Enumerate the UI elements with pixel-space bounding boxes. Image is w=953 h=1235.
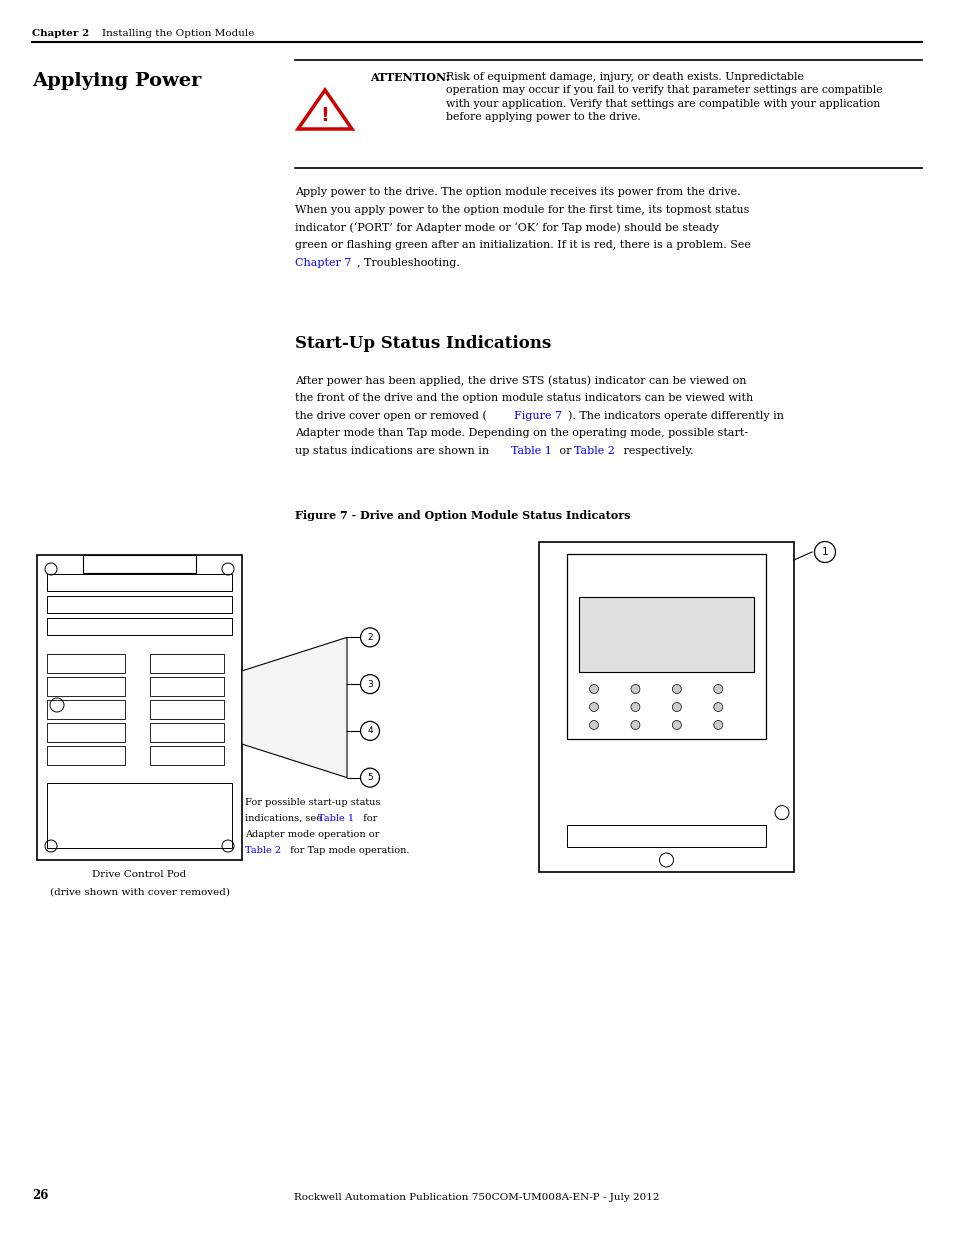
Text: After power has been applied, the drive STS (status) indicator can be viewed on: After power has been applied, the drive …: [294, 375, 745, 385]
Text: green or flashing green after an initialization. If it is red, there is a proble: green or flashing green after an initial…: [294, 241, 750, 251]
FancyBboxPatch shape: [578, 597, 753, 672]
Circle shape: [713, 720, 722, 730]
Text: Applying Power: Applying Power: [32, 72, 201, 90]
Circle shape: [713, 703, 722, 711]
Text: Table 1: Table 1: [510, 446, 551, 456]
Text: 5: 5: [367, 773, 373, 782]
Text: When you apply power to the option module for the first time, its topmost status: When you apply power to the option modul…: [294, 205, 749, 215]
Text: 26: 26: [32, 1189, 49, 1202]
Text: For possible start-up status: For possible start-up status: [245, 798, 380, 806]
Circle shape: [360, 721, 379, 741]
Text: Figure 7: Figure 7: [513, 410, 561, 421]
Circle shape: [672, 703, 680, 711]
Text: Installing the Option Module: Installing the Option Module: [102, 28, 254, 38]
Text: Start-Up Status Indications: Start-Up Status Indications: [294, 335, 551, 352]
Text: Table 2: Table 2: [245, 846, 281, 855]
Text: up status indications are shown in: up status indications are shown in: [294, 446, 492, 456]
Text: 2: 2: [367, 632, 373, 642]
Text: (drive shown with cover removed): (drive shown with cover removed): [50, 888, 230, 897]
Polygon shape: [297, 90, 352, 128]
Text: indications, see: indications, see: [245, 814, 325, 823]
Text: Table 1: Table 1: [318, 814, 355, 823]
Text: the front of the drive and the option module status indicators can be viewed wit: the front of the drive and the option mo…: [294, 393, 753, 403]
Text: Chapter 2: Chapter 2: [32, 28, 90, 38]
Circle shape: [672, 720, 680, 730]
Polygon shape: [242, 637, 347, 778]
Circle shape: [589, 703, 598, 711]
Text: Risk of equipment damage, injury, or death exists. Unpredictable
operation may o: Risk of equipment damage, injury, or dea…: [445, 72, 882, 122]
Text: Chapter 7: Chapter 7: [294, 258, 351, 268]
Circle shape: [630, 703, 639, 711]
Text: the drive cover open or removed (: the drive cover open or removed (: [294, 410, 486, 421]
Text: for Tap mode operation.: for Tap mode operation.: [287, 846, 409, 855]
Circle shape: [360, 627, 379, 647]
Text: , Troubleshooting.: , Troubleshooting.: [356, 258, 459, 268]
Circle shape: [630, 720, 639, 730]
Text: ). The indicators operate differently in: ). The indicators operate differently in: [568, 410, 783, 421]
Text: for: for: [360, 814, 377, 823]
Circle shape: [589, 720, 598, 730]
Text: Adapter mode operation or: Adapter mode operation or: [245, 830, 379, 839]
Text: Drive Control Pod: Drive Control Pod: [92, 869, 187, 879]
Circle shape: [589, 684, 598, 694]
Circle shape: [814, 541, 835, 562]
Text: or: or: [556, 446, 575, 456]
Text: respectively.: respectively.: [619, 446, 693, 456]
Text: Adapter mode than Tap mode. Depending on the operating mode, possible start-: Adapter mode than Tap mode. Depending on…: [294, 429, 747, 438]
Text: Rockwell Automation Publication 750COM-UM008A-EN-P - July 2012: Rockwell Automation Publication 750COM-U…: [294, 1193, 659, 1202]
Text: Apply power to the drive. The option module receives its power from the drive.: Apply power to the drive. The option mod…: [294, 186, 740, 198]
Circle shape: [630, 684, 639, 694]
Text: Table 2: Table 2: [574, 446, 615, 456]
Circle shape: [672, 684, 680, 694]
Circle shape: [360, 768, 379, 787]
Text: ATTENTION:: ATTENTION:: [370, 72, 449, 83]
Text: 1: 1: [821, 547, 827, 557]
FancyBboxPatch shape: [83, 555, 195, 573]
Circle shape: [360, 674, 379, 694]
Text: indicator (‘PORT’ for Adapter mode or ‘OK’ for Tap mode) should be steady: indicator (‘PORT’ for Adapter mode or ‘O…: [294, 222, 719, 233]
Text: Figure 7 - Drive and Option Module Status Indicators: Figure 7 - Drive and Option Module Statu…: [294, 510, 630, 521]
Text: 3: 3: [367, 679, 373, 689]
Circle shape: [713, 684, 722, 694]
Text: 4: 4: [367, 726, 373, 735]
Text: !: !: [320, 106, 329, 126]
